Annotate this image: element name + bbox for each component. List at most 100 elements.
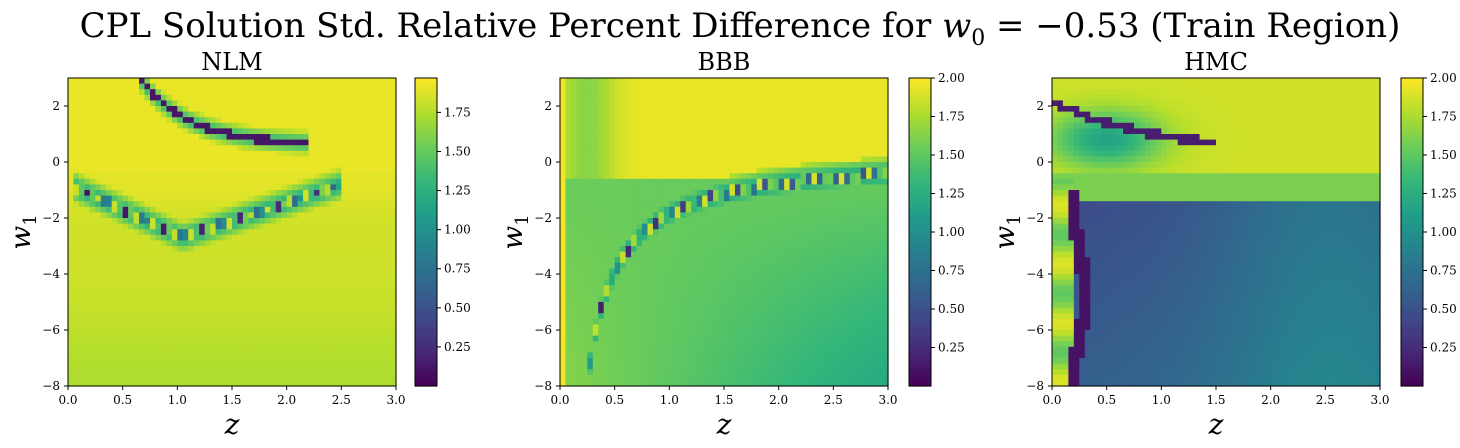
heatmap-cell	[248, 218, 255, 225]
heatmap-cell	[270, 167, 277, 174]
heatmap-cell	[374, 162, 381, 169]
heatmap-cell	[663, 296, 670, 303]
heatmap-cell	[625, 83, 632, 90]
heatmap-cell	[330, 128, 337, 135]
heatmap-cell	[341, 106, 348, 113]
heatmap-cell	[707, 156, 714, 163]
heatmap-cell	[259, 122, 266, 129]
heatmap-cell	[281, 251, 288, 258]
heatmap-cell	[691, 139, 698, 146]
heatmap-cell	[335, 324, 342, 331]
heatmap-cell	[335, 195, 342, 202]
heatmap-cell	[281, 268, 288, 275]
heatmap-cell	[603, 290, 610, 297]
heatmap-cell	[166, 173, 173, 180]
heatmap-cell	[253, 251, 260, 258]
heatmap-cell	[242, 122, 249, 129]
heatmap-cell	[281, 290, 288, 297]
heatmap-cell	[560, 206, 567, 213]
heatmap-cell	[171, 352, 178, 359]
heatmap-cell	[248, 223, 255, 230]
heatmap-cell	[155, 223, 162, 230]
heatmap-cell	[685, 330, 692, 337]
heatmap-cell	[669, 173, 676, 180]
heatmap-cell	[215, 83, 222, 90]
heatmap-cell	[685, 122, 692, 129]
heatmap-cell	[609, 195, 616, 202]
heatmap-cell	[330, 313, 337, 320]
heatmap-cell	[642, 240, 649, 247]
y-tick-label: 2	[52, 99, 60, 113]
heatmap-cell	[237, 251, 244, 258]
heatmap-cell	[188, 285, 195, 292]
heatmap-cell	[204, 122, 211, 129]
heatmap-cell	[166, 268, 173, 275]
heatmap-cell	[292, 134, 299, 141]
heatmap-cell	[204, 285, 211, 292]
heatmap-cell	[166, 212, 173, 219]
heatmap-cell	[259, 369, 266, 376]
heatmap-cell	[128, 100, 135, 107]
heatmap-cell	[598, 150, 605, 157]
heatmap-cell	[357, 352, 364, 359]
heatmap-cell	[182, 100, 189, 107]
heatmap-cell	[674, 173, 681, 180]
heatmap-cell	[210, 240, 217, 247]
heatmap-cell	[691, 212, 698, 219]
heatmap-cell	[314, 324, 321, 331]
heatmap-cell	[155, 134, 162, 141]
heatmap-cell	[385, 246, 392, 253]
heatmap-cell	[297, 246, 304, 253]
heatmap-cell	[253, 195, 260, 202]
heatmap-cell	[565, 83, 572, 90]
heatmap-cell	[647, 89, 654, 96]
heatmap-cell	[587, 352, 594, 359]
heatmap-cell	[379, 318, 386, 325]
heatmap-cell	[658, 346, 665, 353]
heatmap-cell	[117, 223, 124, 230]
heatmap-cell	[177, 145, 184, 152]
heatmap-cell	[674, 374, 681, 381]
heatmap-cell	[286, 173, 293, 180]
heatmap-cell	[560, 83, 567, 90]
heatmap-cell	[346, 223, 353, 230]
heatmap-cell	[570, 324, 577, 331]
heatmap-cell	[139, 318, 146, 325]
heatmap-cell	[560, 313, 567, 320]
heatmap-cell	[226, 369, 233, 376]
heatmap-cell	[680, 324, 687, 331]
heatmap-cell	[642, 369, 649, 376]
heatmap-cell	[609, 240, 616, 247]
heatmap-cell	[78, 145, 85, 152]
heatmap-cell	[603, 134, 610, 141]
heatmap-cell	[253, 307, 260, 314]
heatmap-cell	[248, 100, 255, 107]
heatmap-cell	[565, 201, 572, 208]
heatmap-cell	[286, 223, 293, 230]
heatmap-cell	[73, 234, 80, 241]
colorbar-segment	[415, 312, 437, 318]
heatmap-cell	[565, 145, 572, 152]
heatmap-cell	[111, 229, 118, 236]
heatmap-cell	[346, 313, 353, 320]
heatmap-cell	[319, 274, 326, 281]
heatmap-cell	[696, 117, 703, 124]
heatmap-cell	[642, 218, 649, 225]
heatmap-cell	[314, 363, 321, 370]
heatmap-cell	[177, 358, 184, 365]
heatmap-cell	[652, 296, 659, 303]
heatmap-cell	[144, 139, 151, 146]
heatmap-cell	[182, 117, 189, 124]
heatmap-cell	[122, 190, 129, 197]
heatmap-cell	[691, 128, 698, 135]
heatmap-cell	[144, 234, 151, 241]
heatmap-cell	[111, 122, 118, 129]
heatmap-cell	[111, 111, 118, 118]
heatmap-cell	[576, 369, 583, 376]
heatmap-cell	[587, 139, 594, 146]
heatmap-cell	[100, 251, 107, 258]
heatmap-cell	[242, 100, 249, 107]
heatmap-cell	[352, 89, 359, 96]
heatmap-cell	[335, 262, 342, 269]
heatmap-cell	[696, 195, 703, 202]
